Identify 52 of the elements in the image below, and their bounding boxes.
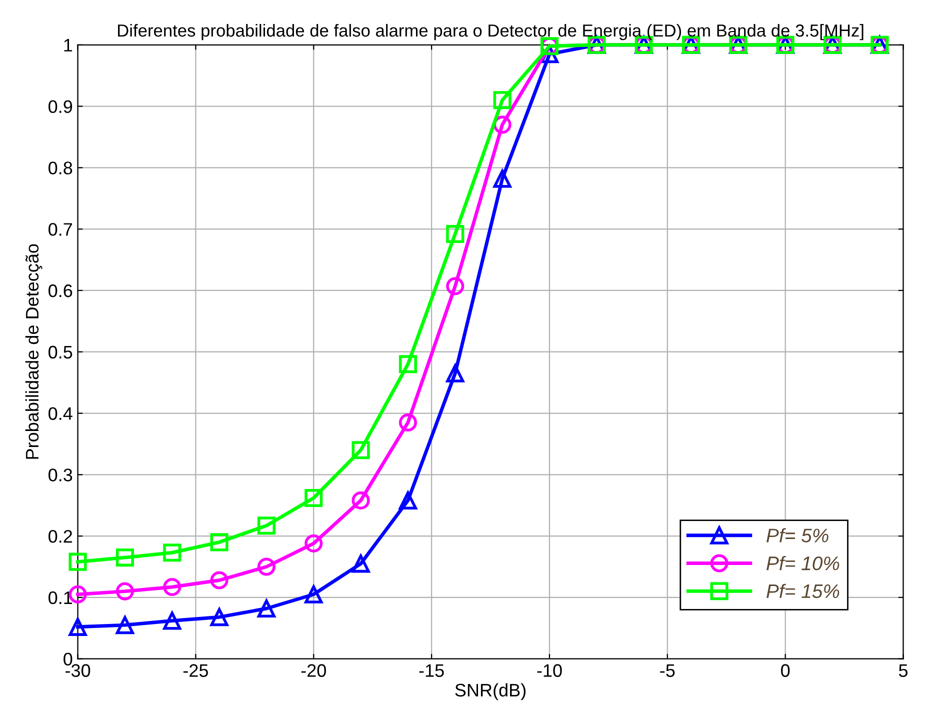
point [163,544,182,562]
point [304,488,323,508]
point [493,91,512,110]
x-tick-label: -25 [183,664,208,677]
point [493,170,512,188]
x-tick-label: -20 [301,664,326,677]
y-tick-label: 0.3 [48,468,72,482]
point [398,355,417,374]
point [257,599,276,618]
point [446,364,464,382]
point [398,491,417,510]
x-tick-label: -10 [537,664,562,677]
y-tick-label: 0.6 [48,284,72,298]
y-tick-label: 0.7 [48,223,72,236]
y-tick-label: 0.9 [48,100,72,114]
point [304,585,323,604]
x-tick-label: -15 [419,664,444,677]
point [210,608,228,626]
point [116,582,134,600]
point [68,618,87,636]
point [210,571,228,590]
point [210,533,228,552]
chart-title: Diferentes probabilidade de falso alarme para o Detector de Energia (ED) em Banda de 3.5[MHz] [118,24,864,40]
point [257,558,276,576]
y-tick-label: 0.4 [48,407,72,420]
point [257,516,276,535]
point [116,548,134,567]
legend-label: Pf= 5% [766,528,828,542]
point [304,534,323,552]
y-tick-label: 0.5 [48,346,72,359]
y-axis-title: Probabilidade de Detecção [25,244,42,459]
y-tick-label: 0.2 [48,530,72,543]
x-tick-label: 5 [898,664,908,677]
legend-label: Pf= 10% [766,556,840,570]
x-tick-label: 0 [781,664,790,677]
y-tick-label: 1 [64,39,72,52]
legend-label: Pf= 15% [766,584,840,598]
point [163,578,182,596]
x-axis-title: SNR(dB) [455,683,526,700]
x-tick-label: -30 [66,664,90,677]
y-tick-label: 0 [64,652,72,666]
point [352,441,370,460]
point [163,612,182,630]
point [352,491,370,510]
point [446,277,464,296]
y-tick-label: 0.8 [48,162,72,174]
point [398,413,417,432]
point [116,616,134,634]
point [352,554,370,573]
x-tick-label: -5 [660,664,675,677]
point [68,552,87,571]
point [446,224,464,244]
